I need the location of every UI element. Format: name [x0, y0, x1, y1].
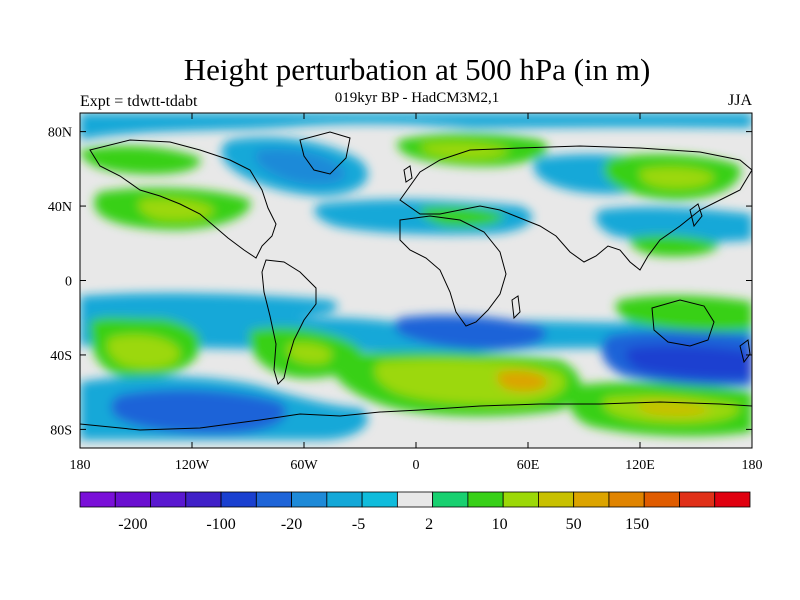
colorbar-label: 150	[625, 516, 649, 533]
contour-fill	[80, 113, 752, 440]
colorbar-swatch	[291, 491, 328, 508]
colorbar-label: 50	[566, 516, 582, 533]
x-tick-label: 0	[413, 458, 420, 473]
colorbar-swatch	[150, 491, 187, 508]
map-title: Height perturbation at 500 hPa (in m)	[183, 52, 651, 87]
contour-band	[637, 400, 712, 417]
contour-band	[497, 370, 548, 392]
contour-band	[110, 389, 287, 435]
coastlines	[80, 131, 752, 431]
axes: 180 120W 60W 0 60E 120E 180 80N 40N 0 40S 80S	[48, 113, 763, 473]
colorbar-label: -5	[352, 516, 365, 533]
contour-band	[80, 113, 752, 140]
colorbar-label: 2	[425, 516, 433, 533]
y-tick-label: 80N	[48, 126, 72, 141]
colorbar-swatch	[114, 491, 151, 508]
x-tick-label: 120W	[175, 458, 210, 473]
contour-band	[287, 342, 335, 364]
colorbar-swatch	[502, 491, 539, 508]
x-tick-label: 60W	[290, 458, 318, 473]
y-tick-label: 40N	[48, 200, 72, 215]
colorbar-label: -100	[206, 516, 235, 533]
colorbar-swatch	[643, 491, 680, 508]
colorbar-swatch	[538, 491, 575, 508]
contour-band	[138, 198, 215, 221]
x-tick-label: 180	[742, 458, 763, 473]
colorbar-swatch	[432, 491, 469, 508]
contour-field	[80, 113, 752, 448]
contour-band	[595, 207, 752, 243]
colorbar-swatch	[573, 491, 610, 508]
contour-band	[625, 345, 752, 379]
contour-band	[255, 149, 346, 185]
colorbar-swatch	[396, 491, 434, 508]
colorbar-swatch	[714, 491, 751, 508]
y-tick-label: 0	[65, 275, 72, 290]
contour-band	[419, 206, 505, 227]
colorbar-swatch	[185, 491, 222, 508]
colorbar-label: -200	[118, 516, 147, 533]
colorbar-swatch	[255, 491, 292, 508]
season-label: JJA	[727, 92, 752, 109]
x-tick-label: 60E	[517, 458, 540, 473]
colorbar-swatch	[326, 491, 363, 508]
experiment-label: Expt = tdwtt-tdabt	[80, 93, 198, 110]
contour-band	[80, 145, 201, 175]
contour-band	[639, 167, 715, 189]
map-subtitle: 019kyr BP - HadCM3M2,1	[334, 90, 500, 106]
colorbar-swatch	[361, 491, 398, 508]
contour-band	[615, 295, 752, 332]
x-tick-label: 180	[70, 458, 91, 473]
colorbar-swatch	[79, 491, 116, 508]
y-tick-label: 40S	[50, 349, 72, 364]
contour-band	[107, 334, 180, 369]
colorbar-swatch	[679, 491, 716, 508]
colorbar-swatch	[467, 491, 504, 508]
colorbar-label: 10	[492, 516, 508, 533]
contour-band	[394, 315, 547, 350]
contour-band	[80, 293, 338, 319]
contour-band	[420, 142, 510, 159]
colorbar-swatch	[220, 491, 257, 508]
colorbar-label: -20	[281, 516, 302, 533]
contour-band	[629, 235, 720, 257]
colorbar-swatch	[608, 491, 645, 508]
y-tick-label: 80S	[50, 423, 72, 438]
x-tick-label: 120E	[625, 458, 655, 473]
colorbar: -200 -100 -20 -5 2 10 50 150	[79, 491, 751, 533]
